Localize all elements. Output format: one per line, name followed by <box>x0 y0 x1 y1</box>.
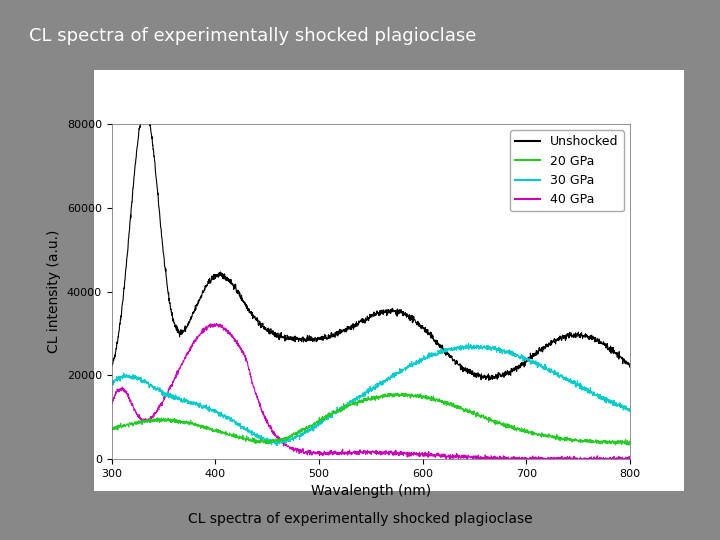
Text: CL spectra of experimentally shocked plagioclase: CL spectra of experimentally shocked pla… <box>188 512 532 526</box>
Legend: Unshocked, 20 GPa, 30 GPa, 40 GPa: Unshocked, 20 GPa, 30 GPa, 40 GPa <box>510 131 624 211</box>
Y-axis label: CL intensity (a.u.): CL intensity (a.u.) <box>48 230 61 353</box>
Text: CL spectra of experimentally shocked plagioclase: CL spectra of experimentally shocked pla… <box>29 27 476 45</box>
X-axis label: Wavalength (nm): Wavalength (nm) <box>311 484 431 498</box>
